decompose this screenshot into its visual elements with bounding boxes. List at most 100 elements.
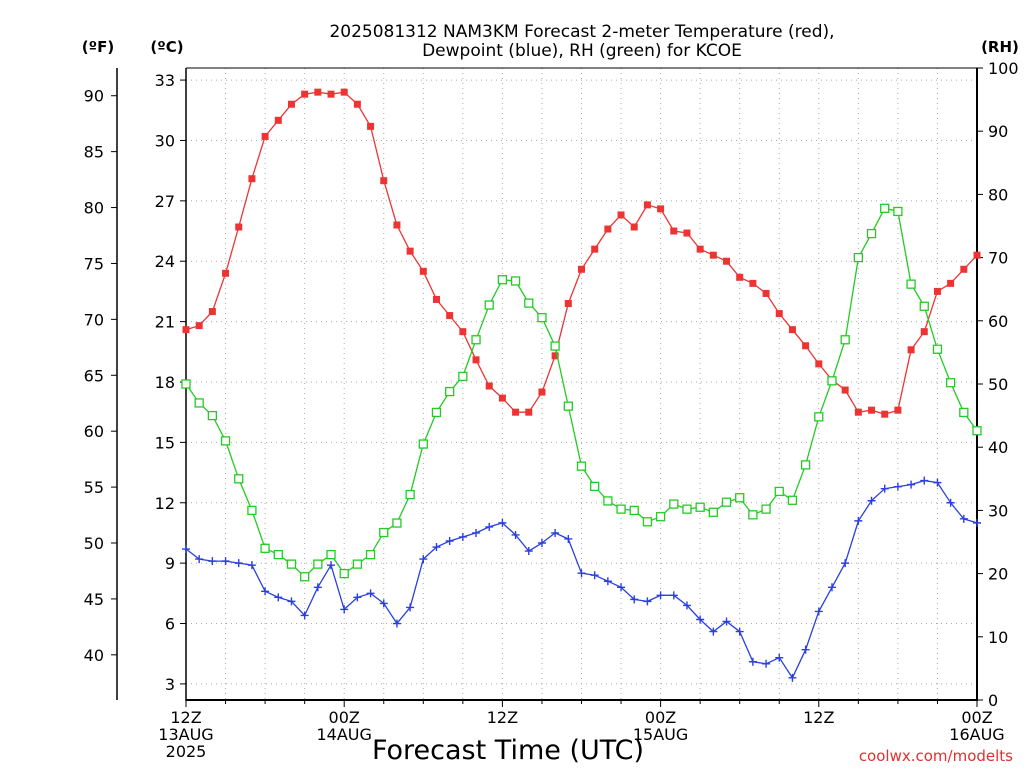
rh-point: [326, 549, 336, 560]
temperature-point: [670, 227, 678, 235]
dewpoint-point: [709, 627, 718, 636]
temperature-point: [802, 342, 810, 350]
rh-point: [299, 572, 310, 582]
rh-tick-label: 40: [988, 438, 1008, 457]
temperature-point: [749, 279, 757, 287]
dewpoint-point: [722, 617, 731, 626]
rh-point: [484, 300, 494, 310]
rh-point: [827, 376, 837, 386]
celsius-tick-label: 3: [165, 675, 175, 694]
rh-point: [392, 518, 402, 528]
dewpoint-point: [669, 591, 678, 600]
celsius-tick-label: 27: [155, 192, 175, 211]
temperature-point: [327, 90, 335, 98]
temperature-point: [578, 265, 585, 273]
temperature-point: [406, 247, 414, 255]
time-tick-label: 00Z: [961, 708, 992, 727]
dewpoint-point: [656, 591, 665, 600]
rh-point: [550, 341, 560, 351]
fahrenheit-tick-label: 75: [84, 254, 104, 273]
rh-unit-label: (RH): [981, 38, 1019, 56]
temperature-point: [538, 388, 546, 396]
rh-point: [181, 379, 191, 389]
dewpoint-point: [537, 539, 546, 548]
rh-point: [972, 426, 982, 436]
rh-point: [234, 474, 244, 484]
dewpoint-point: [788, 673, 797, 682]
celsius-tick-label: 33: [155, 71, 175, 90]
dewpoint-point: [933, 478, 942, 487]
temperature-point: [472, 356, 480, 364]
celsius-tick-label: 9: [165, 554, 175, 573]
temperature-point: [485, 382, 493, 390]
dewpoint-point: [907, 480, 916, 489]
rh-point: [695, 502, 705, 512]
dewpoint-point: [485, 522, 494, 531]
dewpoint-point: [735, 627, 744, 636]
temperature-point: [617, 211, 625, 219]
credit-text: coolwx.com/modelts: [859, 747, 1013, 765]
time-tick-label: 00Z: [329, 708, 360, 727]
rh-point: [431, 407, 442, 418]
temperature-point: [947, 279, 955, 287]
rh-tick-label: 70: [988, 249, 1008, 268]
rh-point: [418, 439, 428, 449]
temperature-point: [380, 177, 388, 185]
temperature-point: [195, 322, 203, 330]
temperature-point: [894, 406, 902, 414]
dewpoint-point: [762, 659, 771, 668]
dewpoint-point: [682, 601, 691, 610]
celsius-tick-label: 12: [155, 494, 175, 513]
dewpoint-point: [511, 530, 520, 539]
rh-point: [497, 275, 508, 285]
grid-lines: [186, 68, 977, 700]
rh-point: [379, 527, 389, 538]
dewpoint-point: [221, 557, 230, 566]
rh-tick-label: 50: [988, 375, 1008, 394]
celsius-tick-label: 24: [155, 252, 175, 271]
dewpoint-point: [590, 571, 599, 580]
rh-tick-label: 100: [988, 59, 1019, 78]
dewpoint-point: [274, 593, 283, 602]
dewpoint-point: [867, 496, 876, 505]
fahrenheit-tick-label: 45: [84, 590, 104, 609]
time-tick-label: 16AUG: [949, 725, 1004, 744]
rh-point: [774, 486, 784, 497]
temperature-point: [762, 289, 770, 297]
rh-point: [576, 461, 587, 471]
fahrenheit-tick-label: 55: [84, 478, 104, 497]
dewpoint-point: [827, 583, 836, 592]
rh-tick-label: 0: [988, 691, 998, 710]
rh-point: [708, 507, 718, 517]
temperature-point: [340, 88, 348, 96]
rh-point: [563, 401, 573, 411]
temperature-point: [287, 100, 295, 108]
temperature-point: [432, 295, 440, 303]
rh-point: [286, 559, 297, 569]
rh-tick-label: 20: [988, 565, 1008, 584]
time-tick-label: 15AUG: [633, 725, 688, 744]
temperature-point: [591, 245, 599, 253]
dewpoint-point: [313, 583, 322, 592]
rh-point: [959, 407, 969, 418]
rh-point: [682, 504, 692, 514]
rh-point: [787, 495, 798, 505]
dewpoint-point: [603, 577, 612, 586]
rh-point: [880, 203, 890, 213]
time-tick-label: 12Z: [487, 708, 518, 727]
rh-point: [524, 298, 534, 308]
fahrenheit-tick-label: 50: [84, 534, 104, 553]
temperature-point: [736, 273, 744, 281]
rh-point: [247, 505, 257, 516]
chart-title-line2: Dewpoint (blue), RH (green) for KCOE: [422, 41, 742, 61]
fahrenheit-unit-label: (ºF): [82, 38, 114, 56]
chart-title-line1: 2025081312 NAM3KM Forecast 2-meter Tempe…: [329, 22, 834, 42]
rh-point: [629, 505, 639, 516]
temperature-point: [604, 225, 612, 233]
dewpoint-point: [630, 595, 639, 604]
dewpoint-point: [406, 603, 415, 612]
dewpoint-point: [287, 597, 296, 606]
rh-point: [906, 279, 916, 289]
